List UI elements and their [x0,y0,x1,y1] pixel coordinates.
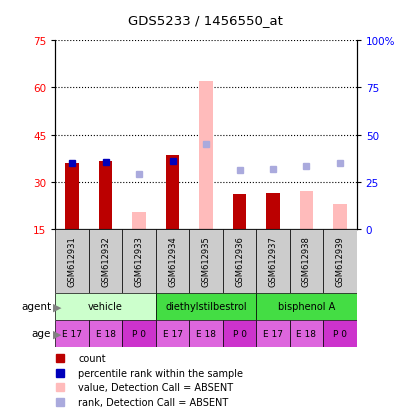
Text: E 17: E 17 [62,329,82,338]
Bar [89,320,122,347]
Text: E 18: E 18 [296,329,316,338]
Text: GDS5233 / 1456550_at: GDS5233 / 1456550_at [127,14,282,27]
Text: age: age [32,328,51,339]
Bar [289,320,322,347]
Bar [289,229,322,293]
Text: percentile rank within the sample: percentile rank within the sample [78,368,243,378]
Bar [122,320,155,347]
Text: vehicle: vehicle [88,301,123,312]
Text: E 17: E 17 [262,329,282,338]
Bar [55,320,89,347]
Bar [256,320,289,347]
Bar [322,320,356,347]
Bar [165,156,179,229]
Text: P 0: P 0 [132,329,146,338]
Text: ▶: ▶ [53,301,62,312]
Text: count: count [78,353,106,363]
Bar [299,192,312,229]
Bar [189,229,222,293]
Bar [155,293,256,320]
Text: P 0: P 0 [232,329,246,338]
Text: GSM612936: GSM612936 [234,236,243,287]
Bar [189,320,222,347]
Text: rank, Detection Call = ABSENT: rank, Detection Call = ABSENT [78,396,228,407]
Text: GSM612938: GSM612938 [301,236,310,287]
Bar [333,204,346,229]
Text: agent: agent [21,301,51,312]
Text: GSM612934: GSM612934 [168,236,177,287]
Bar [265,193,279,229]
Bar [222,229,256,293]
Text: GSM612935: GSM612935 [201,236,210,287]
Text: E 18: E 18 [95,329,115,338]
Bar [199,82,212,229]
Text: P 0: P 0 [332,329,346,338]
Bar [132,212,146,229]
Text: bisphenol A: bisphenol A [277,301,334,312]
Text: GSM612937: GSM612937 [268,236,277,287]
Text: ▶: ▶ [53,328,62,339]
Bar [55,293,155,320]
Text: E 18: E 18 [196,329,216,338]
Text: GSM612931: GSM612931 [67,236,76,287]
Bar [99,162,112,229]
Bar [55,229,89,293]
Bar [222,320,256,347]
Bar [122,229,155,293]
Text: GSM612939: GSM612939 [335,236,344,287]
Bar [256,229,289,293]
Bar [232,195,245,229]
Text: E 17: E 17 [162,329,182,338]
Bar [155,320,189,347]
Text: GSM612933: GSM612933 [134,236,143,287]
Bar [256,293,356,320]
Bar [155,229,189,293]
Bar [65,164,79,229]
Text: GSM612932: GSM612932 [101,236,110,287]
Bar [322,229,356,293]
Text: value, Detection Call = ABSENT: value, Detection Call = ABSENT [78,382,233,392]
Text: diethylstilbestrol: diethylstilbestrol [165,301,246,312]
Bar [89,229,122,293]
